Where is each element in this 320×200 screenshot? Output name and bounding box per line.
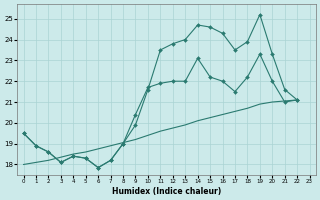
X-axis label: Humidex (Indice chaleur): Humidex (Indice chaleur) [112,187,221,196]
